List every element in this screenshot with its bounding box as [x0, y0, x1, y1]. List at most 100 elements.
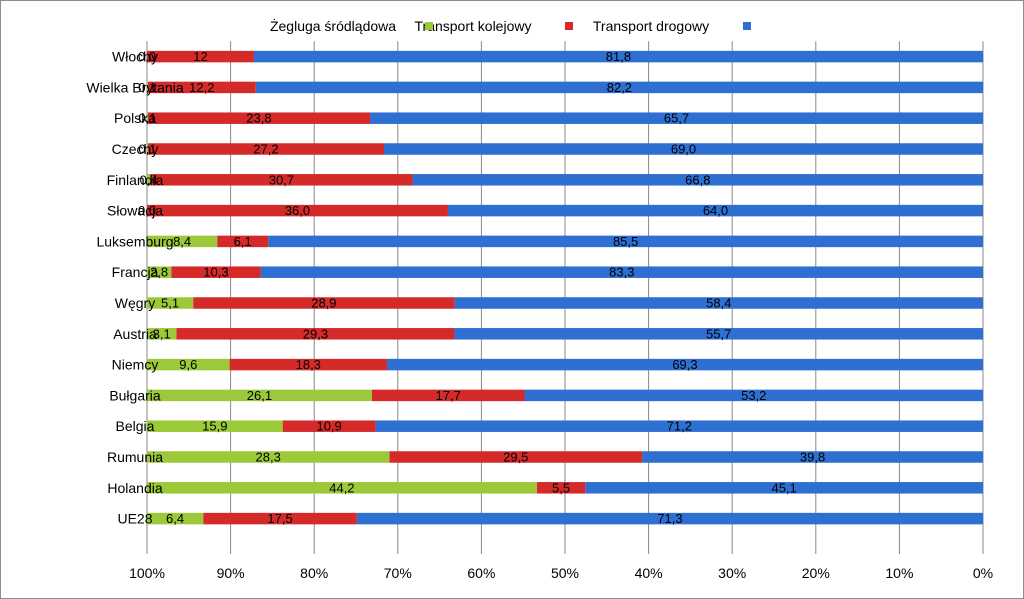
bar-wegry-transport-kolejowy — [193, 297, 455, 309]
x-tick-label: 20% — [802, 565, 830, 581]
bar-bulgaria-transport-kolejowy — [371, 389, 525, 402]
category-label-polska: Polska — [114, 110, 156, 126]
bar-austria-transport-kolejowy — [176, 328, 455, 340]
data-label-ue28-zegluga-srodladowa: 6,4 — [166, 511, 184, 526]
data-label-bulgaria-transport-drogowy: 53,2 — [741, 388, 766, 403]
data-label-slowacja-transport-kolejowy: 36,0 — [285, 203, 310, 218]
category-label-francja: Francja — [112, 264, 159, 280]
bar-polska-transport-drogowy — [369, 112, 983, 124]
data-label-holandia-transport-kolejowy: 5,5 — [552, 480, 570, 495]
data-label-austria-zegluga-srodladowa: 3,1 — [153, 326, 171, 341]
bar-slowacja-transport-drogowy — [447, 204, 983, 217]
data-label-czechy-zegluga-srodladowa: 0,1 — [138, 142, 156, 157]
category-label-finlandia: Finlandia — [107, 172, 164, 188]
bar-czechy-transport-kolejowy — [147, 143, 384, 155]
data-label-rumunia-zegluga-srodladowa: 28,3 — [256, 450, 281, 465]
data-label-belgia-transport-drogowy: 71,2 — [667, 419, 692, 434]
data-label-luksemburg-transport-drogowy: 85,5 — [613, 234, 638, 249]
bar-rumunia-zegluga-srodladowa — [147, 451, 390, 463]
data-label-francja-zegluga-srodladowa: 2,8 — [150, 265, 168, 280]
data-label-belgia-transport-kolejowy: 10,9 — [316, 419, 341, 434]
category-label-slowacja: Słowacja — [107, 203, 163, 219]
bar-holandia-zegluga-srodladowa — [147, 482, 537, 494]
data-label-holandia-transport-drogowy: 45,1 — [771, 480, 796, 495]
bar-austria-zegluga-srodladowa — [147, 328, 177, 340]
legend-label-transport-kolejowy: Transport kolejowy — [415, 18, 532, 34]
data-label-bulgaria-transport-kolejowy: 17,7 — [436, 388, 461, 403]
category-labels: UE28 Holandia Rumunia Belgia Bułgaria Niemcy A… — [86, 49, 183, 527]
bar-slowacja-transport-kolejowy — [147, 204, 448, 217]
bar-austria-transport-drogowy — [454, 328, 983, 340]
data-label-bulgaria-zegluga-srodladowa: 26,1 — [247, 388, 272, 403]
data-label-slowacja-zegluga-srodladowa: 0,0 — [138, 203, 156, 218]
legend-swatch-transport-kolejowy — [565, 22, 573, 30]
bar-niemcy-transport-drogowy — [386, 358, 983, 371]
data-label-polska-zegluga-srodladowa: 0,1 — [138, 111, 156, 126]
category-label-rumunia: Rumunia — [107, 449, 163, 465]
data-label-wlochy-transport-kolejowy: 12 — [193, 49, 207, 64]
bar-finlandia-zegluga-srodladowa — [147, 174, 151, 186]
x-tick-label: 40% — [635, 565, 663, 581]
legend-label-zegluga-srodladowa: Żegluga śródlądowa — [270, 17, 396, 34]
data-label-wegry-transport-drogowy: 58,4 — [706, 296, 731, 311]
bar-polska-zegluga-srodladowa — [147, 112, 148, 124]
category-label-niemcy: Niemcy — [112, 357, 159, 373]
data-label-belgia-zegluga-srodladowa: 15,9 — [202, 419, 227, 434]
data-label-wlochy-transport-drogowy: 81,8 — [606, 49, 631, 64]
bar-niemcy-transport-kolejowy — [229, 358, 387, 371]
bars — [147, 50, 983, 525]
data-label-wlochy-zegluga-srodladowa: 0,0 — [138, 49, 156, 64]
bar-czechy-transport-drogowy — [383, 143, 983, 155]
data-label-austria-transport-drogowy: 55,7 — [706, 326, 731, 341]
bar-belgia-transport-kolejowy — [282, 420, 376, 432]
data-label-austria-transport-kolejowy: 29,3 — [303, 326, 328, 341]
bar-holandia-transport-kolejowy — [536, 482, 586, 494]
category-label-bulgaria: Bułgaria — [109, 387, 161, 403]
data-label-wielka-brytania-transport-kolejowy: 12,2 — [189, 80, 214, 95]
bar-niemcy-zegluga-srodladowa — [147, 358, 230, 371]
bar-bulgaria-transport-drogowy — [524, 389, 983, 402]
category-label-luksemburg: Luksemburg — [96, 233, 173, 249]
x-tick-label: 60% — [467, 565, 495, 581]
data-label-czechy-transport-drogowy: 69,0 — [671, 142, 696, 157]
bar-belgia-transport-drogowy — [375, 420, 983, 432]
legend-swatch-zegluga-srodladowa — [425, 22, 433, 30]
bar-luksemburg-zegluga-srodladowa — [147, 235, 218, 248]
data-label-slowacja-transport-drogowy: 64,0 — [703, 203, 728, 218]
bar-czechy-zegluga-srodladowa — [147, 143, 148, 155]
bar-wielka-brytania-transport-drogowy — [255, 81, 983, 94]
x-tick-label: 50% — [551, 565, 579, 581]
bar-ue28-zegluga-srodladowa — [147, 512, 204, 525]
bar-finlandia-transport-drogowy — [412, 174, 983, 186]
data-label-niemcy-transport-drogowy: 69,3 — [672, 357, 697, 372]
data-label-wegry-zegluga-srodladowa: 5,1 — [161, 296, 179, 311]
data-label-rumunia-transport-kolejowy: 29,5 — [503, 450, 528, 465]
bar-belgia-zegluga-srodladowa — [147, 420, 283, 432]
x-tick-label: 80% — [300, 565, 328, 581]
category-label-wegry: Węgry — [115, 295, 155, 311]
category-label-czechy: Czechy — [112, 141, 159, 157]
data-label-wielka-brytania-zegluga-srodladowa: 0,1 — [138, 80, 156, 95]
data-label-niemcy-transport-kolejowy: 18,3 — [296, 357, 321, 372]
category-label-ue28: UE28 — [117, 511, 152, 527]
x-tick-label: 90% — [217, 565, 245, 581]
data-label-polska-transport-drogowy: 65,7 — [664, 111, 689, 126]
category-label-austria: Austria — [113, 326, 157, 342]
data-label-finlandia-transport-kolejowy: 30,7 — [269, 172, 294, 187]
category-label-holandia: Holandia — [107, 480, 162, 496]
bar-francja-transport-drogowy — [260, 266, 983, 278]
data-label-ue28-transport-drogowy: 71,3 — [657, 511, 682, 526]
bar-wlochy-transport-kolejowy — [147, 50, 254, 63]
data-label-czechy-transport-kolejowy: 27,2 — [253, 142, 278, 157]
data-label-luksemburg-zegluga-srodladowa: 8,4 — [173, 234, 191, 249]
x-tick-label: 100% — [129, 565, 165, 581]
data-label-holandia-zegluga-srodladowa: 44,2 — [329, 480, 354, 495]
legend-label-transport-drogowy: Transport drogowy — [593, 18, 709, 34]
bar-francja-transport-kolejowy — [171, 266, 261, 278]
legend: Transport drogowy Transport kolejowy Żeglu… — [270, 17, 751, 34]
x-tick-label: 30% — [718, 565, 746, 581]
bar-holandia-transport-drogowy — [585, 482, 983, 494]
data-label-francja-transport-kolejowy: 10,3 — [203, 265, 228, 280]
